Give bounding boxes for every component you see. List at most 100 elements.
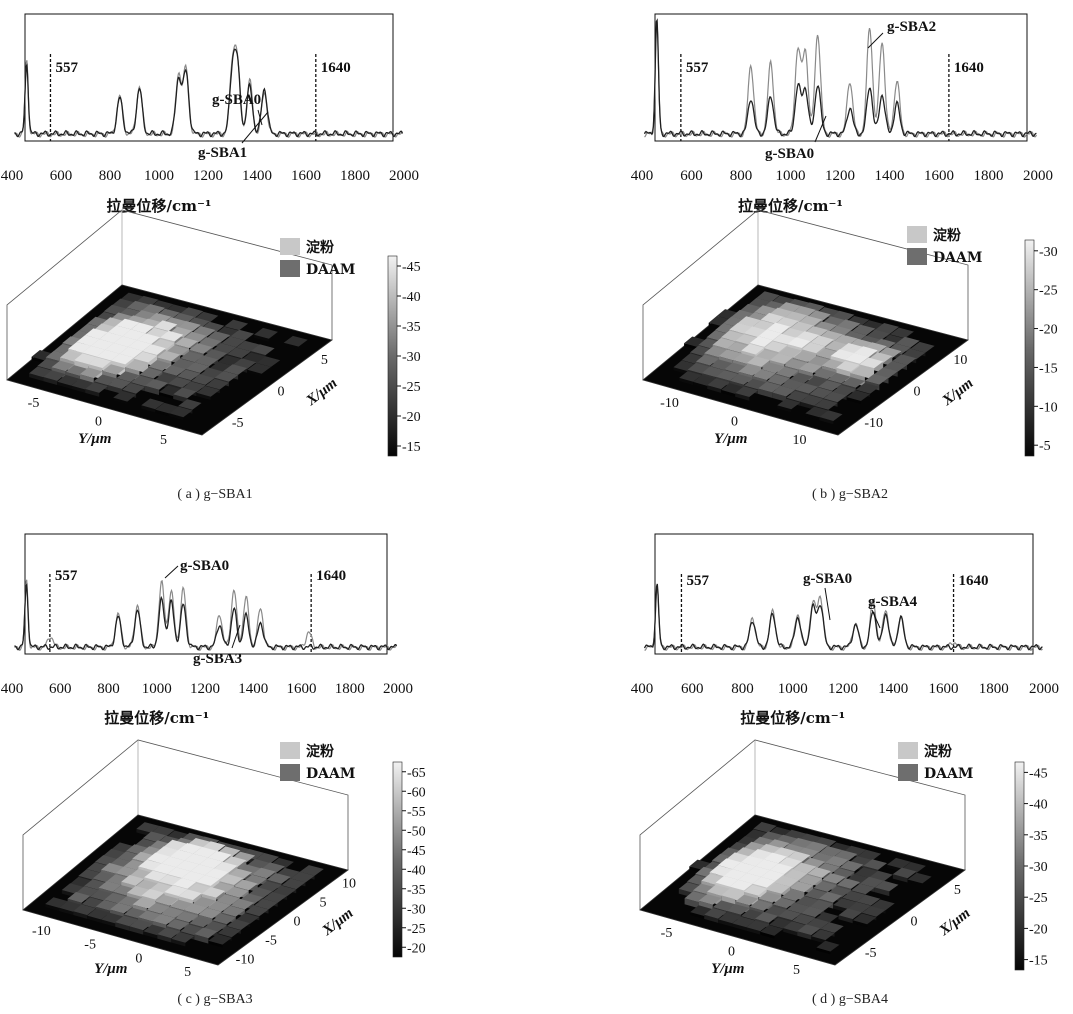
voxel-top — [825, 856, 849, 867]
series-line-g-SBA0 — [644, 586, 1043, 652]
voxel-top — [761, 870, 785, 881]
voxel-side — [777, 405, 792, 413]
voxel-top — [43, 370, 66, 381]
voxel-top — [789, 372, 813, 384]
voxel-side — [735, 393, 750, 401]
voxel-top — [236, 340, 260, 352]
voxel-top — [752, 876, 776, 888]
x-tick-label: 1000 — [776, 168, 806, 184]
voxel-top — [795, 383, 819, 394]
voxel-side — [887, 864, 902, 872]
x-tick-label: 600 — [680, 168, 703, 184]
voxel-top — [758, 329, 782, 341]
voxel-top — [807, 867, 831, 878]
voxel-top — [252, 867, 276, 879]
x-tick-label: 2000 — [389, 168, 419, 184]
voxel-side — [59, 907, 74, 915]
voxel-side — [684, 898, 699, 909]
voxel-side — [833, 905, 848, 913]
voxel-side — [43, 377, 58, 385]
voxel-top — [863, 859, 887, 870]
voxel-top — [827, 372, 851, 384]
voxel-top — [718, 912, 741, 924]
colorbar-tick-label: -40 — [407, 863, 426, 878]
voxel-top — [732, 862, 756, 873]
voxel-top — [758, 891, 782, 903]
colorbar-tick-label: -60 — [407, 785, 426, 800]
voxel-top — [854, 346, 878, 358]
voxel-top — [226, 919, 251, 930]
colorbar-tick-label: -40 — [1029, 798, 1048, 813]
panel-d: 400 600 800 1000 1200 1400 1600 1800 2000 拉曼位移/cm… — [631, 533, 1059, 1007]
voxel-top — [230, 898, 255, 910]
voxel-top — [777, 398, 801, 410]
voxel-top — [122, 383, 145, 394]
voxel-top — [747, 356, 770, 367]
spectrum-frame — [24, 13, 394, 142]
voxel-side — [71, 385, 86, 393]
series-annotation: g-SBA0 — [765, 146, 814, 162]
voxel-side — [874, 887, 890, 897]
voxel-top — [818, 891, 843, 903]
voxel-top — [139, 367, 163, 379]
x-tick-label: 1800 — [340, 168, 370, 184]
voxel-top — [133, 351, 157, 363]
voxel-top — [811, 929, 835, 941]
voxel-top — [170, 849, 194, 861]
voxel-top — [874, 880, 899, 892]
series-line-g-SBA0 — [643, 18, 1037, 138]
voxel-top — [890, 327, 914, 339]
x-tick-label: 1800 — [974, 168, 1004, 184]
panel-c: 400 600 800 1000 1200 1400 1600 1800 2000拉曼位移/cm… — [1, 533, 426, 1007]
voxel-top — [847, 901, 872, 913]
voxel-side — [721, 389, 736, 397]
voxel-top — [732, 916, 755, 928]
voxel-top — [175, 911, 199, 923]
voxel-top — [68, 342, 91, 353]
voxel-top — [856, 894, 881, 906]
map-y-axis-label: Y/μm — [78, 431, 111, 447]
map-x-tick: -5 — [865, 946, 877, 961]
legend-label: DAAM — [924, 766, 973, 782]
voxel-side — [693, 381, 708, 389]
voxel-top — [721, 888, 744, 900]
voxel-top — [142, 831, 167, 843]
map-y-tick: 10 — [793, 433, 807, 448]
legend-swatch — [280, 742, 300, 759]
voxel-top — [769, 353, 793, 364]
voxel-top — [122, 329, 146, 341]
map-x-tick: 10 — [953, 353, 967, 368]
voxel-top — [254, 327, 278, 339]
x-axis-label: 拉曼位移/cm⁻¹ — [738, 197, 843, 215]
map-y-tick: -10 — [32, 924, 51, 939]
voxel-top — [178, 843, 202, 854]
voxel-top — [801, 342, 825, 354]
voxel-top — [816, 940, 840, 952]
voxel-top — [763, 852, 787, 864]
voxel-top — [141, 888, 165, 900]
voxel-top — [772, 897, 796, 909]
annotation-leader — [164, 565, 179, 579]
colorbar-tick-label: -45 — [407, 844, 426, 859]
map-y-tick: -5 — [84, 938, 96, 953]
voxel-top — [116, 318, 140, 330]
voxel-top — [735, 894, 759, 906]
vline-label: 557 — [55, 568, 78, 584]
voxel-side — [838, 915, 853, 924]
map-y-tick: -10 — [660, 396, 679, 411]
voxel-top — [194, 355, 219, 367]
voxel-top — [256, 356, 281, 367]
x-tick-label: 400 — [1, 168, 24, 184]
voxel-top — [749, 900, 773, 911]
voxel-top — [225, 887, 249, 898]
voxel-top — [859, 357, 884, 369]
voxel-top — [67, 892, 91, 903]
voxel-side — [107, 385, 122, 394]
voxel-top — [176, 860, 200, 872]
voxel-top — [107, 325, 131, 337]
voxel-top — [152, 914, 176, 925]
voxel-top — [786, 902, 810, 914]
colorbar-tick-label: -10 — [1039, 400, 1058, 415]
voxel-top — [198, 907, 222, 919]
voxel-top — [234, 879, 258, 891]
